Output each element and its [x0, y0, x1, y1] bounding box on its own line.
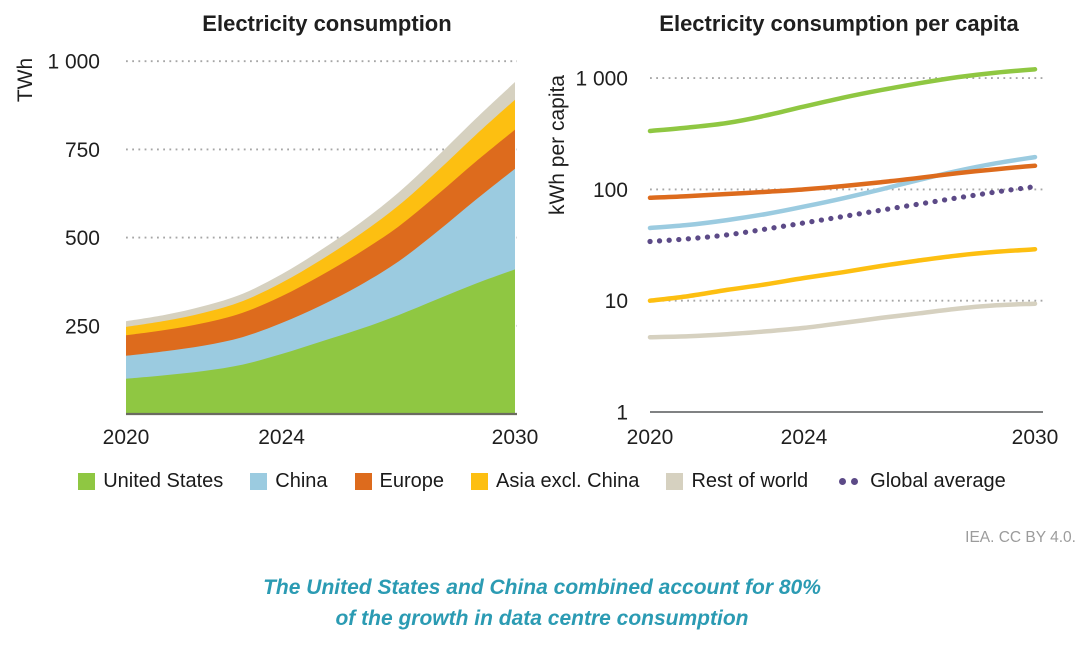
line-series-rest-of-world — [647, 301, 1038, 340]
plot-area: 1 10 100 1 000 2020 2024 2030 — [575, 67, 1059, 449]
legend-dots-marker — [835, 478, 862, 485]
x-tick-label: 2024 — [258, 426, 305, 449]
chart-title: Electricity consumption per capita — [659, 11, 1019, 36]
line-series-united-states — [647, 67, 1038, 134]
y-axis-unit-label: TWh — [14, 58, 37, 102]
y-axis-unit-label: kWh per capita — [546, 75, 569, 215]
legend-swatch — [250, 473, 268, 490]
area-series-united-states — [126, 269, 515, 414]
x-tick-label: 2030 — [1012, 426, 1059, 449]
legend-item-china: China — [250, 470, 328, 493]
y-tick-label: 750 — [65, 139, 100, 162]
caption: The United States and China combined acc… — [0, 572, 1084, 634]
y-tick-label: 1 000 — [47, 51, 100, 74]
x-tick-label: 2030 — [492, 426, 539, 449]
legend-label: Global average — [870, 470, 1006, 492]
y-tick-label: 100 — [593, 179, 628, 202]
y-tick-label: 10 — [605, 290, 628, 313]
legend-label: Europe — [379, 470, 445, 492]
line-series-europe — [647, 163, 1038, 201]
line-series-china — [647, 154, 1038, 231]
legend: United States China Europe Asia excl. China… — [0, 470, 1084, 493]
legend-item-europe: Europe — [354, 470, 445, 493]
legend-label: China — [275, 470, 328, 492]
legend-item-united-states: United States — [78, 470, 223, 493]
legend-swatch — [666, 473, 684, 490]
electricity-consumption-per-capita-chart: Electricity consumption per capita kWh p… — [546, 11, 1059, 449]
legend-label: Asia excl. China — [496, 470, 640, 492]
y-tick-label: 500 — [65, 227, 100, 250]
caption-line-2: of the growth in data centre consumption — [335, 607, 749, 630]
plot-area: 250 500 750 1 000 2020 2024 2030 — [47, 51, 538, 449]
legend-label: United States — [103, 470, 224, 492]
y-tick-label: 1 — [616, 402, 628, 425]
legend-item-rest-of-world: Rest of world — [666, 470, 808, 493]
legend-item-asia-excl-china: Asia excl. China — [471, 470, 639, 493]
legend-swatch — [78, 473, 96, 490]
legend-swatch — [354, 473, 372, 490]
x-tick-label: 2020 — [103, 426, 150, 449]
chart-title: Electricity consumption — [202, 11, 451, 36]
caption-line-1: The United States and China combined acc… — [263, 576, 821, 599]
source-note: IEA. CC BY 4.0. — [965, 529, 1076, 546]
legend-label: Rest of world — [691, 470, 809, 492]
x-tick-label: 2020 — [627, 426, 674, 449]
legend-item-global-average: Global average — [835, 470, 1006, 493]
line-series-asia-excl-china — [647, 246, 1038, 303]
x-tick-label: 2024 — [781, 426, 828, 449]
line-series-global-average — [647, 184, 1038, 245]
electricity-consumption-chart: Electricity consumption TWh 250 500 750 1 0… — [14, 11, 538, 449]
y-tick-label: 1 000 — [575, 68, 628, 91]
legend-swatch — [471, 473, 489, 490]
y-tick-label: 250 — [65, 315, 100, 338]
